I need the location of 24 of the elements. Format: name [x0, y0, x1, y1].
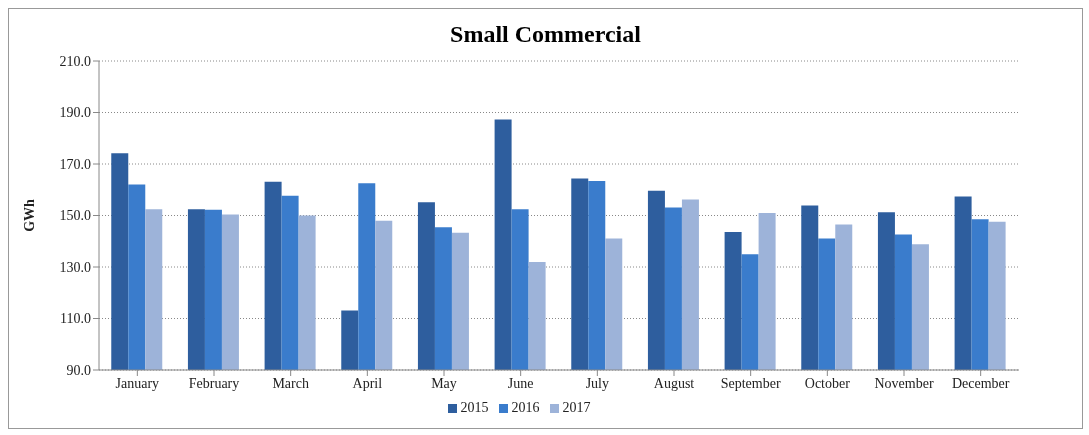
x-tick-label: November [874, 375, 934, 391]
y-tick-label: 210.0 [59, 53, 91, 69]
x-tick-label: March [272, 375, 309, 391]
y-tick-label: 190.0 [59, 105, 91, 121]
x-tick-label: August [653, 375, 695, 391]
x-tick-label: October [804, 375, 851, 391]
y-tick-label: 130.0 [59, 259, 91, 275]
y-tick-label: 150.0 [59, 208, 91, 224]
y-tick-label: 90.0 [66, 362, 91, 378]
x-tick-label: February [188, 375, 240, 391]
x-tick-label: April [352, 375, 383, 391]
x-tick-label: September [720, 375, 781, 391]
legend-label: 2015 [460, 400, 489, 415]
x-tick-label: June [507, 375, 534, 391]
legend-label: 2016 [511, 400, 540, 415]
y-tick-label: 110.0 [60, 311, 91, 327]
x-tick-label: December [951, 375, 1010, 391]
y-axis-title: GWh [21, 198, 37, 232]
chart-title: Small Commercial [449, 21, 642, 49]
y-tick-label: 170.0 [59, 156, 91, 172]
x-tick-label: July [585, 375, 610, 391]
x-tick-label: January [115, 375, 160, 391]
legend-label: 2017 [562, 400, 591, 415]
x-tick-label: May [431, 375, 457, 391]
